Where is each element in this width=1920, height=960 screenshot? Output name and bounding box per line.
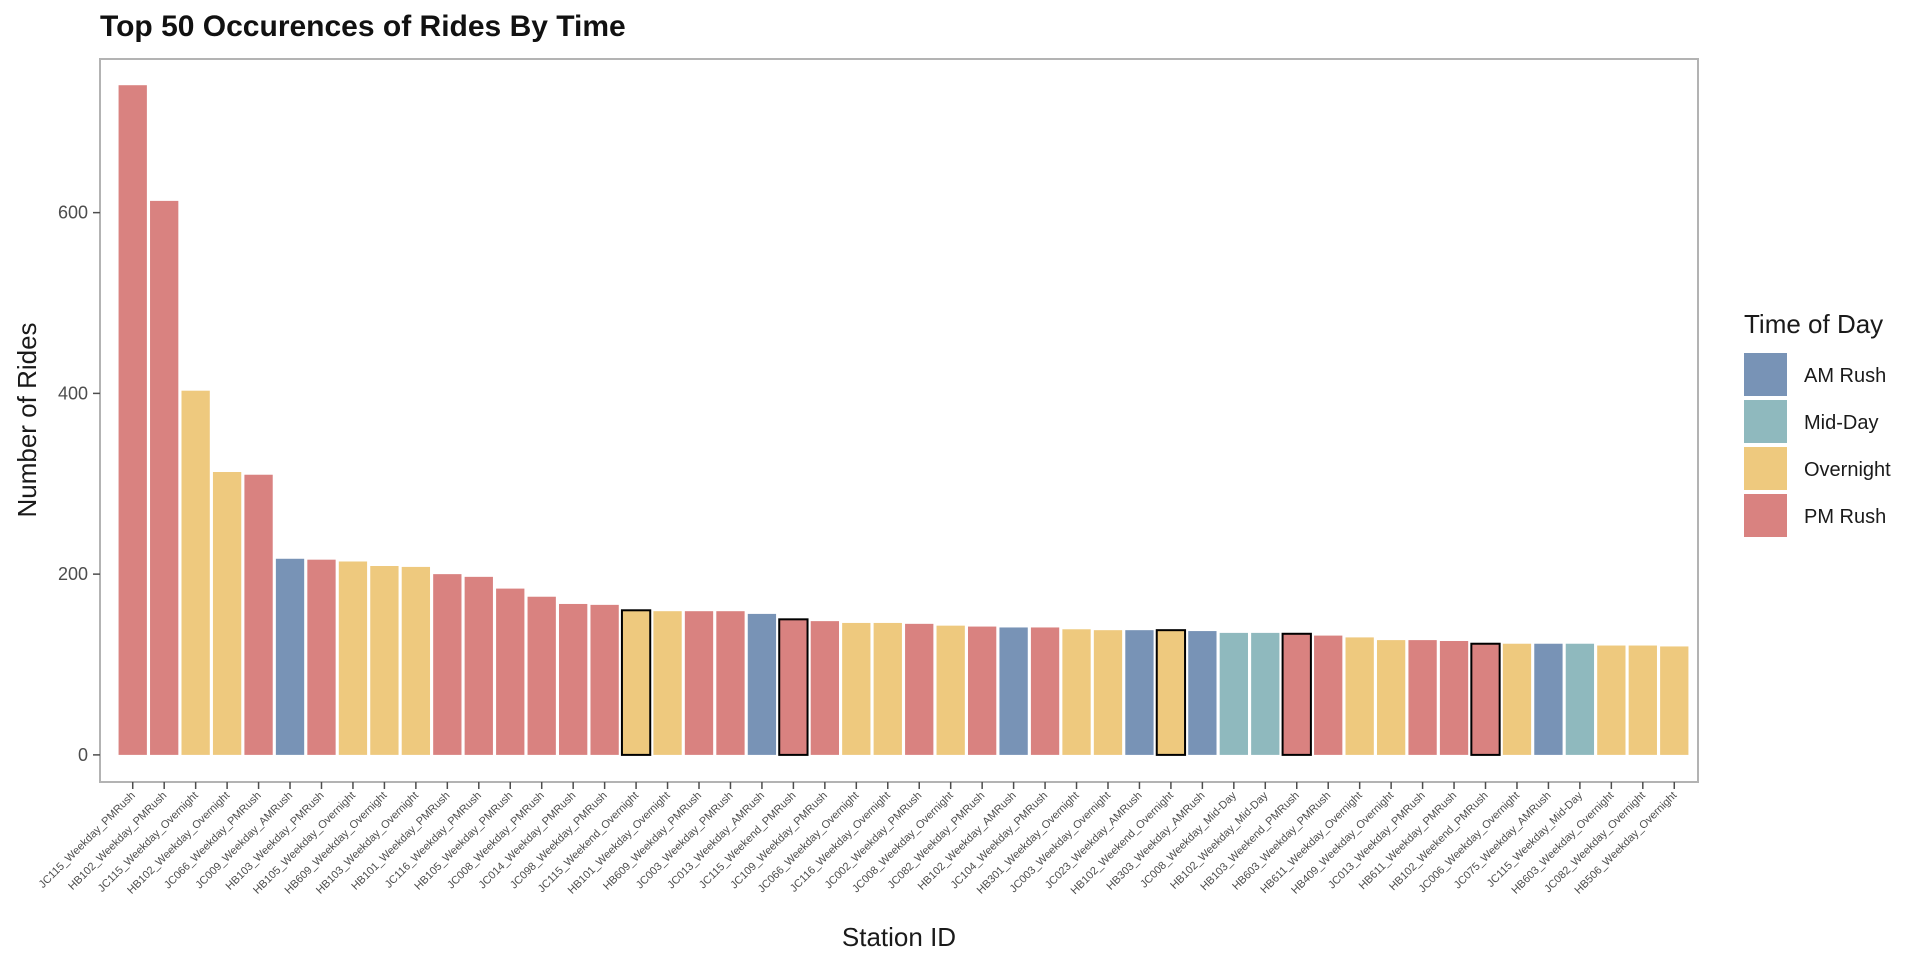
legend-swatch: [1744, 494, 1787, 537]
bar: [1597, 645, 1626, 755]
bar: [338, 561, 368, 755]
bar: [747, 613, 777, 755]
bar: [433, 574, 462, 755]
bar: [873, 622, 902, 755]
y-tick-label: 200: [58, 564, 88, 584]
legend-label: AM Rush: [1804, 365, 1886, 387]
y-axis-title: Number of Rides: [12, 322, 42, 517]
bar: [936, 625, 965, 755]
bar: [275, 558, 305, 755]
bar: [905, 623, 934, 755]
bar: [401, 566, 431, 755]
bar: [212, 472, 242, 755]
y-tick-label: 400: [58, 383, 88, 403]
bar: [684, 611, 714, 755]
bar: [1660, 646, 1689, 755]
legend-label: PM Rush: [1804, 506, 1886, 528]
bar: [999, 627, 1028, 755]
bar: [1470, 642, 1501, 756]
bar: [1376, 640, 1406, 755]
chart-title: Top 50 Occurences of Rides By Time: [100, 10, 626, 43]
bar: [496, 588, 525, 755]
bar: [1314, 635, 1343, 755]
bar: [1188, 631, 1217, 755]
legend-label: Overnight: [1804, 459, 1891, 481]
bar: [527, 596, 556, 755]
bar: [716, 611, 745, 755]
legend-label: Mid-Day: [1804, 412, 1878, 434]
bar: [1439, 641, 1469, 755]
bar: [1251, 632, 1280, 755]
bar: [1062, 629, 1091, 755]
bar: [810, 621, 839, 755]
bar: [1125, 630, 1154, 755]
bar: [1155, 629, 1187, 756]
bar: [653, 611, 682, 755]
bar: [1345, 637, 1374, 755]
bar: [1219, 632, 1248, 755]
bar: [1281, 632, 1312, 756]
bar: [559, 603, 588, 755]
legend-title: Time of Day: [1744, 309, 1883, 339]
bar: [307, 559, 336, 755]
legend-swatch: [1744, 447, 1787, 490]
bar: [181, 390, 210, 755]
legend: Time of Day AM Rush Mid-Day Overnight PM Ru…: [1744, 309, 1891, 537]
bar: [1408, 640, 1437, 755]
y-tick-label: 0: [78, 745, 88, 765]
legend-swatch: [1744, 353, 1787, 396]
y-axis: 0 200 400 600: [58, 203, 100, 765]
bar: [370, 566, 399, 755]
bar: [464, 576, 493, 755]
x-axis: JC115_Weekday_PMRushHB102_Weekday_PMRush…: [37, 782, 1679, 897]
bar: [150, 200, 179, 755]
bar: [590, 604, 619, 755]
bar: [1030, 627, 1060, 755]
bars-layer: [118, 85, 1689, 756]
bar: [118, 85, 147, 755]
bar: [778, 618, 809, 756]
bar: [967, 626, 997, 755]
y-tick-label: 600: [58, 203, 88, 223]
bar: [842, 622, 871, 755]
legend-swatch: [1744, 400, 1787, 443]
bar: [1628, 645, 1657, 755]
x-axis-title: Station ID: [842, 922, 956, 952]
bar: [1502, 643, 1532, 755]
bar: [1093, 630, 1123, 755]
plot-panel-border: [99, 58, 1699, 783]
bar: [620, 609, 652, 756]
bar: [244, 474, 273, 755]
bar: [1565, 643, 1595, 755]
bar: [1534, 643, 1563, 755]
